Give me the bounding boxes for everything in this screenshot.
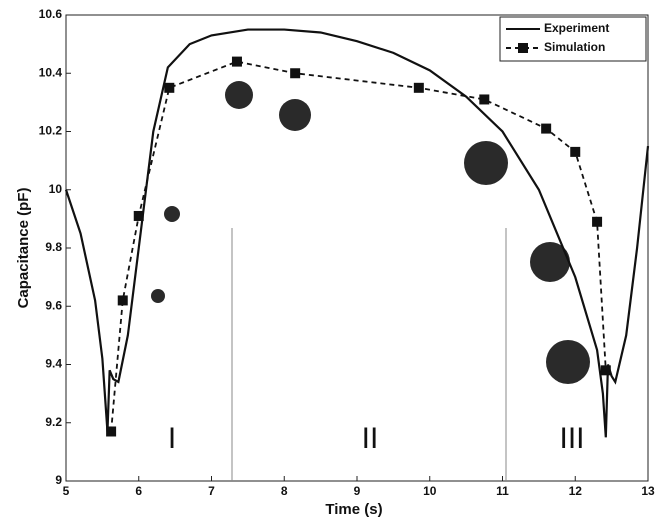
point-marker [290, 68, 301, 79]
series-line [64, 28, 650, 438]
x-axis-label: Time (s) [325, 501, 382, 518]
point-marker [413, 82, 424, 93]
series-line [110, 60, 607, 432]
legend-box [499, 16, 647, 62]
x-tick-label: 7 [208, 484, 215, 498]
y-tick-label: 10.4 [39, 65, 63, 79]
legend-marker [518, 43, 528, 53]
point-marker [479, 94, 490, 105]
point-marker [541, 123, 552, 134]
point-marker [106, 426, 117, 437]
x-tick-label: 13 [641, 484, 655, 498]
x-tick-label: 9 [354, 484, 361, 498]
y-tick-label: 9.2 [45, 415, 62, 429]
x-tick-label: 12 [569, 484, 583, 498]
point-marker [600, 365, 611, 376]
y-tick-label: 9.6 [45, 298, 62, 312]
x-tick-label: 11 [496, 484, 509, 498]
region-label: II [362, 422, 379, 455]
y-tick-label: 9 [55, 473, 62, 487]
y-tick-label: 10.2 [39, 124, 63, 138]
x-tick-label: 10 [423, 484, 437, 498]
region-label: III [559, 422, 584, 455]
point-marker [133, 210, 144, 221]
droplet-icons [151, 81, 590, 384]
region-label: I [168, 422, 176, 455]
x-tick-label: 5 [63, 484, 70, 498]
point-marker [164, 82, 175, 93]
y-tick-label: 9.8 [45, 240, 62, 254]
legend-label: Simulation [544, 40, 605, 54]
x-tick-label: 8 [281, 484, 288, 498]
y-tick-label: 10 [49, 182, 63, 196]
y-axis-label: Capacitance (pF) [15, 188, 32, 309]
x-tick-label: 6 [135, 484, 142, 498]
y-tick-label: 10.6 [39, 7, 63, 21]
point-marker [592, 216, 603, 227]
point-marker [231, 56, 242, 67]
legend-label: Experiment [544, 21, 609, 35]
y-tick-label: 9.4 [45, 357, 62, 371]
point-marker [570, 146, 581, 157]
point-marker [117, 295, 128, 306]
